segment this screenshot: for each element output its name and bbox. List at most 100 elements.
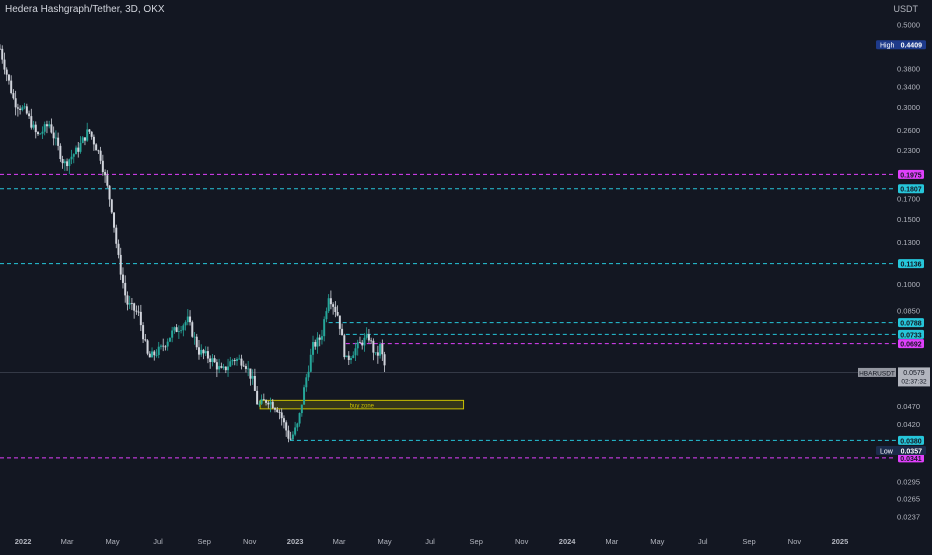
candle-body xyxy=(325,311,328,320)
y-tick-label: 0.1300 xyxy=(897,238,920,247)
y-tick-label: 0.2600 xyxy=(897,126,920,135)
candle-body xyxy=(173,327,176,331)
candle-body xyxy=(164,346,167,348)
level-price-tag-bg xyxy=(898,329,924,339)
level-price-tag: 0.1975 xyxy=(900,172,922,179)
candle-body xyxy=(177,331,180,332)
candle-body xyxy=(146,340,149,354)
level-price-tag: 0.0788 xyxy=(900,321,922,328)
candle-body xyxy=(218,366,221,370)
candle-body xyxy=(376,352,379,356)
candle-body xyxy=(213,358,216,363)
y-tick-label: 0.1000 xyxy=(897,280,920,289)
candle-body xyxy=(104,172,107,176)
level-price-tag: 0.0733 xyxy=(900,332,922,339)
candle-body xyxy=(106,175,109,186)
candle-body xyxy=(195,336,198,348)
candle-body xyxy=(180,330,183,332)
candle-body xyxy=(269,401,272,405)
symbol-tag: HBARUSDT xyxy=(859,370,895,377)
candle-body xyxy=(99,150,102,161)
candle-body xyxy=(309,354,312,372)
candle-body xyxy=(28,113,31,117)
candle-body xyxy=(83,137,86,141)
candle-body xyxy=(157,346,160,355)
level-price-tag-bg xyxy=(898,318,924,328)
candle-body xyxy=(135,310,138,312)
candle-body xyxy=(358,342,361,344)
y-tick-label: 0.5000 xyxy=(897,20,920,29)
candle-body xyxy=(72,154,75,157)
candle-body xyxy=(305,377,308,388)
candle-body xyxy=(133,303,136,311)
candle-body xyxy=(285,422,288,431)
candle-body xyxy=(323,319,326,337)
candle-body xyxy=(162,345,165,347)
last-price-tag-bg xyxy=(898,367,930,387)
x-tick-label: May xyxy=(105,537,119,546)
candle-body xyxy=(144,339,147,341)
last-price-countdown: 02:37:32 xyxy=(901,378,927,385)
candle-body xyxy=(148,353,151,358)
candle-body xyxy=(318,337,321,340)
x-tick-label: 2024 xyxy=(559,537,577,546)
level-price-tag-bg xyxy=(898,259,924,269)
candle-body xyxy=(63,161,66,164)
low-marker-bg xyxy=(876,445,926,455)
x-tick-label: Sep xyxy=(742,537,755,546)
candle-body xyxy=(186,316,189,323)
x-tick-label: 2025 xyxy=(832,537,849,546)
candle-body xyxy=(200,349,203,355)
x-tick-label: 2023 xyxy=(287,537,304,546)
candle-body xyxy=(101,160,104,173)
candle-body xyxy=(274,408,277,410)
candle-body xyxy=(278,412,281,413)
candle-body xyxy=(113,212,116,228)
level-price-tag-bg xyxy=(898,435,924,445)
candle-body xyxy=(86,129,89,141)
candle-body xyxy=(48,124,51,127)
level-price-tag-bg xyxy=(898,453,924,463)
candle-body xyxy=(168,337,171,342)
candle-body xyxy=(276,409,279,413)
candles xyxy=(0,44,386,443)
x-tick-label: Jul xyxy=(698,537,708,546)
x-tick-label: Sep xyxy=(198,537,211,546)
candle-body xyxy=(211,358,214,363)
candle-body xyxy=(204,351,207,354)
x-tick-label: Jul xyxy=(425,537,435,546)
candle-body xyxy=(267,402,270,405)
chart-title: Hedera Hashgraph/Tether, 3D, OKX xyxy=(5,4,165,15)
candle-body xyxy=(124,282,127,296)
candle-body xyxy=(220,366,223,368)
high-marker-bg xyxy=(876,40,926,50)
candle-body xyxy=(142,325,145,340)
y-tick-label: 0.0420 xyxy=(897,420,920,429)
candle-body xyxy=(50,124,53,133)
candle-body xyxy=(238,358,241,360)
candle-body xyxy=(90,131,93,137)
candle-body xyxy=(231,360,234,362)
level-price-tag: 0.0380 xyxy=(900,438,922,445)
candle-body xyxy=(338,315,341,329)
candle-body xyxy=(139,311,142,326)
candle-body xyxy=(282,418,285,423)
candle-body xyxy=(79,142,82,152)
candle-body xyxy=(370,340,373,342)
candle-body xyxy=(300,404,303,414)
candle-body xyxy=(166,341,169,347)
candle-body xyxy=(271,401,274,409)
y-tick-label: 0.3400 xyxy=(897,83,920,92)
candle-body xyxy=(191,322,194,337)
candle-body xyxy=(367,334,370,341)
candle-body xyxy=(66,161,69,167)
candle-body xyxy=(280,412,283,419)
candle-body xyxy=(25,106,28,114)
y-tick-label: 0.1500 xyxy=(897,215,920,224)
candle-body xyxy=(229,361,232,367)
candle-body xyxy=(10,80,13,94)
candle-body xyxy=(383,354,386,366)
candle-body xyxy=(206,351,209,359)
